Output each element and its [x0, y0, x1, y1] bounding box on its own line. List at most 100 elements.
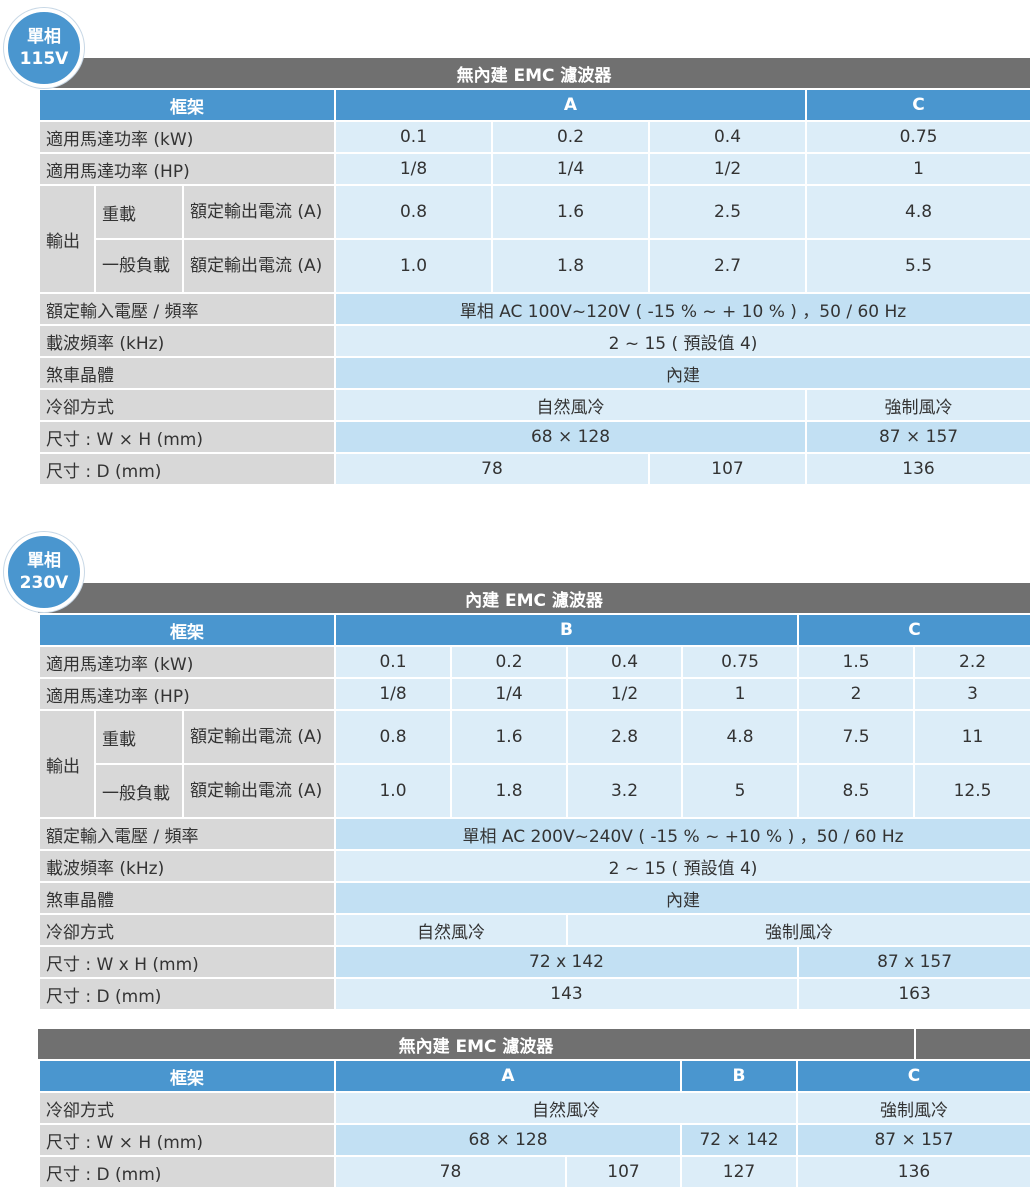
output-heavy-row: 輸出 重載 額定輸出電流 (A) 0.8 1.6 2.8 4.8 7.5 11 [38, 709, 1033, 819]
table-cell: 0.8 [334, 184, 493, 240]
table-cell: 3.2 [566, 763, 683, 819]
spec-table-115v: 框架 A C 適用馬達功率 (kW) 0.1 0.2 0.4 0.75 適用馬達… [38, 88, 1033, 486]
dimension-wh-row: 尺寸 : W × H (mm) 68 × 128 72 × 142 87 × 1… [38, 1123, 1033, 1157]
dimension-d-row: 尺寸 : D (mm) 78 107 136 [38, 452, 1033, 486]
header-row: 框架 A B C [38, 1059, 1033, 1093]
table-cell: 單相 AC 100V~120V ( -15 % ~ + 10 % ) ，50 /… [333, 292, 1033, 326]
frame-a-header: A [333, 1059, 683, 1093]
table-cell: 0.2 [450, 645, 568, 679]
row-label: 冷卻方式 [38, 1091, 336, 1125]
row-label: 適用馬達功率 (kW) [38, 120, 336, 154]
spec-table-230v-no-emc: 框架 A B C 冷卻方式 自然風冷 強制風冷 尺寸 : W × H (mm) … [38, 1059, 1033, 1189]
title-divider [914, 1029, 916, 1059]
motor-kw-row: 適用馬達功率 (kW) 0.1 0.2 0.4 0.75 [38, 120, 1033, 154]
row-label: 煞車晶體 [38, 881, 336, 915]
header-row: 框架 B C [38, 613, 1033, 647]
row-label: 冷卻方式 [38, 388, 336, 422]
table-cell: 0.75 [805, 120, 1033, 154]
output-label: 輸出 [38, 709, 96, 819]
table-title-emc: 內建 EMC 濾波器 [38, 583, 1030, 613]
table-cell: 11 [913, 709, 1033, 765]
frame-a-header: A [333, 88, 808, 122]
row-label: 額定輸入電壓 / 頻率 [38, 817, 336, 851]
row-label: 煞車晶體 [38, 356, 336, 390]
rated-current-label: 額定輸出電流 (A) [182, 763, 336, 819]
cooling-row: 冷卻方式 自然風冷 強制風冷 [38, 388, 1033, 422]
table-cell: 內建 [333, 356, 1033, 390]
table-cell: 2.2 [913, 645, 1033, 679]
table-title-text: 無內建 EMC 濾波器 [398, 1036, 554, 1057]
table-cell: 7.5 [797, 709, 916, 765]
brake-transistor-row: 煞車晶體 內建 [38, 881, 1033, 915]
carrier-frequency-row: 載波頻率 (kHz) 2 ~ 15 ( 預設值 4) [38, 849, 1033, 883]
table-cell: 1/4 [450, 677, 568, 711]
table-cell: 0.8 [334, 709, 452, 765]
row-label: 尺寸 : D (mm) [38, 452, 336, 486]
table-cell: 0.75 [680, 645, 800, 679]
table-cell: 4.8 [680, 709, 800, 765]
table-cell: 強制風冷 [805, 388, 1033, 422]
table-cell: 2 ~ 15 ( 預設值 4) [333, 324, 1033, 358]
table-cell: 2 [797, 677, 916, 711]
table-title-text: 無內建 EMC 濾波器 [456, 65, 612, 86]
frame-c-header: C [796, 1059, 1033, 1093]
table-cell: 107 [564, 1155, 683, 1189]
row-label: 冷卻方式 [38, 913, 336, 947]
table-title-text: 內建 EMC 濾波器 [465, 590, 603, 611]
output-label: 輸出 [38, 184, 96, 294]
table-cell: 68 × 128 [333, 1123, 683, 1157]
row-label: 尺寸 : D (mm) [38, 1155, 336, 1189]
table-cell: 1.0 [334, 238, 493, 294]
table-cell: 強制風冷 [565, 913, 1033, 947]
dimension-wh-row: 尺寸 : W x H (mm) 72 x 142 87 x 157 [38, 945, 1033, 979]
row-label: 尺寸 : W × H (mm) [38, 420, 336, 454]
dimension-wh-row: 尺寸 : W × H (mm) 68 × 128 87 × 157 [38, 420, 1033, 454]
table-cell: 8.5 [797, 763, 916, 819]
table-cell: 單相 AC 200V~240V ( -15 % ~ +10 % ) ，50 / … [333, 817, 1033, 851]
heavy-duty-label: 重載 [94, 184, 184, 240]
table-cell: 72 x 142 [333, 945, 800, 979]
cooling-row: 冷卻方式 自然風冷 強制風冷 [38, 1091, 1033, 1125]
frame-b-header: B [333, 613, 800, 647]
table-cell: 內建 [333, 881, 1033, 915]
table-cell: 1.0 [334, 763, 452, 819]
frame-b-header: B [680, 1059, 799, 1093]
table-cell: 78 [334, 1155, 567, 1189]
table-cell: 1/8 [334, 152, 493, 186]
brake-transistor-row: 煞車晶體 內建 [38, 356, 1033, 390]
row-label: 適用馬達功率 (HP) [38, 677, 336, 711]
row-label: 額定輸入電壓 / 頻率 [38, 292, 336, 326]
table-cell: 0.4 [647, 120, 808, 154]
rated-current-label: 額定輸出電流 (A) [182, 709, 336, 765]
table-cell: 0.1 [334, 645, 452, 679]
table-cell: 72 × 142 [680, 1123, 799, 1157]
table-cell: 87 × 157 [805, 420, 1033, 454]
frame-header: 框架 [38, 613, 336, 647]
badge-phase-label: 單相 [27, 27, 61, 47]
table-cell: 2.8 [566, 709, 683, 765]
table-cell: 127 [680, 1155, 799, 1189]
row-label: 尺寸 : D (mm) [38, 977, 336, 1011]
table-cell: 136 [796, 1155, 1033, 1189]
table-cell: 1.8 [450, 763, 568, 819]
table-cell: 136 [805, 452, 1033, 486]
row-label: 載波頻率 (kHz) [38, 849, 336, 883]
table-cell: 1.8 [491, 238, 650, 294]
motor-hp-row: 適用馬達功率 (HP) 1/8 1/4 1/2 1 2 3 [38, 677, 1033, 711]
table-cell: 1 [680, 677, 800, 711]
frame-c-header: C [805, 88, 1033, 122]
table-cell: 107 [647, 452, 808, 486]
table-cell: 自然風冷 [333, 388, 808, 422]
table-cell: 163 [797, 977, 1033, 1011]
table-cell: 1.6 [450, 709, 568, 765]
rated-current-label: 額定輸出電流 (A) [182, 184, 336, 240]
carrier-frequency-row: 載波頻率 (kHz) 2 ~ 15 ( 預設值 4) [38, 324, 1033, 358]
table-cell: 68 × 128 [333, 420, 808, 454]
motor-kw-row: 適用馬達功率 (kW) 0.1 0.2 0.4 0.75 1.5 2.2 [38, 645, 1033, 679]
table-cell: 2.7 [647, 238, 808, 294]
output-normal-row: 一般負載 額定輸出電流 (A) 1.0 1.8 2.7 5.5 [39, 238, 1033, 294]
input-voltage-row: 額定輸入電壓 / 頻率 單相 AC 200V~240V ( -15 % ~ +1… [38, 817, 1033, 851]
table-cell: 自然風冷 [334, 913, 568, 947]
table-cell: 2 ~ 15 ( 預設值 4) [333, 849, 1033, 883]
table-cell: 78 [334, 452, 650, 486]
